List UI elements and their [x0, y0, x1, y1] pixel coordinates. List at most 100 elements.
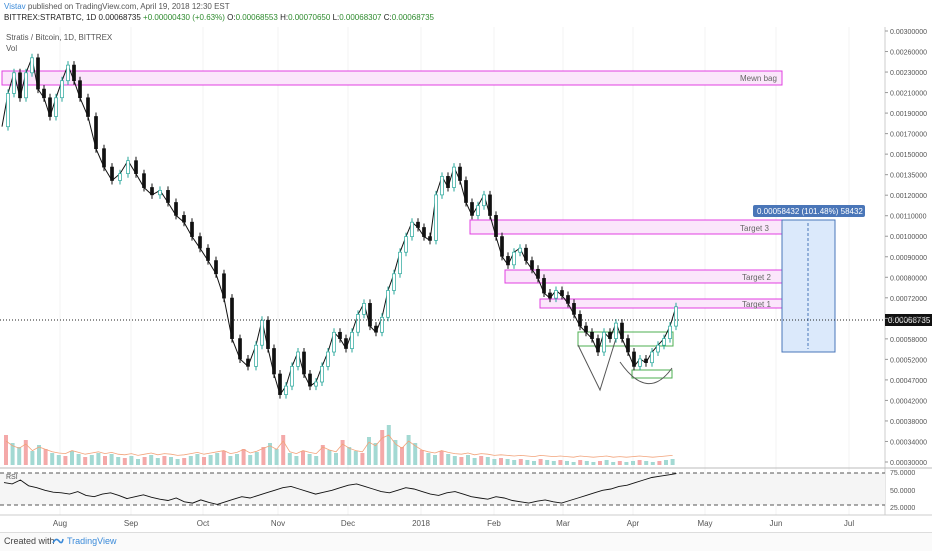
measure-tool[interactable]: 0.00058432 (101.48%) 58432 [753, 205, 865, 353]
author-link[interactable]: Vistav [4, 2, 26, 11]
candle-body [126, 160, 130, 174]
time-tick-label: Apr [627, 519, 640, 528]
mewn-bag-zone[interactable]: Mewn bag [1, 70, 783, 86]
ticker-line: BITTREX:STRATBTC, 1D 0.00068735 [4, 13, 141, 22]
candle-body [284, 385, 288, 395]
target-1-zone[interactable]: Target 1 [539, 298, 783, 309]
volume-bar [281, 435, 286, 465]
time-tick-label: Nov [271, 519, 285, 528]
volume-bar [274, 449, 279, 465]
created-with-text: Created with [4, 536, 55, 546]
volume-bar [109, 454, 114, 465]
candle-body [190, 221, 194, 237]
volume-bar [248, 455, 253, 465]
volume-bar [208, 455, 213, 465]
candle-body [584, 325, 588, 333]
candle-body [590, 331, 594, 339]
volume-bar [664, 460, 668, 465]
candle-body [110, 166, 114, 181]
candle-body [72, 64, 76, 82]
chart-header: Vistav published on TradingView.com, Apr… [0, 0, 932, 27]
volume-bar [650, 462, 655, 465]
volume-bar [452, 456, 457, 465]
candle-body [214, 260, 218, 275]
candle-body [656, 344, 660, 353]
volume-bar [136, 459, 140, 465]
volume-bar [419, 450, 424, 465]
candle-body [118, 173, 122, 181]
candle-body [602, 331, 606, 353]
volume-bar [10, 443, 15, 465]
candle-body [142, 173, 146, 188]
candle-body [548, 292, 552, 299]
candle-body [266, 319, 270, 349]
volume-bar [598, 461, 602, 465]
change-value: +0.00000430 (+0.63%) [143, 13, 225, 22]
volume-bar [202, 457, 206, 465]
volume-bar [551, 461, 556, 465]
volume-bar [670, 459, 675, 465]
candle-body [608, 331, 612, 339]
time-tick-label: Aug [53, 519, 67, 528]
volume-bar [89, 455, 94, 465]
time-tick-label: May [697, 519, 712, 528]
candle-body [536, 268, 540, 279]
price-tick-label: 0.00080000 [890, 275, 927, 282]
volume-bar [413, 443, 418, 465]
volume-bar [611, 462, 616, 465]
pattern-cup-curve[interactable] [619, 361, 673, 385]
volume-bar [631, 461, 635, 465]
volume-bar [43, 449, 48, 465]
volume-bar [268, 443, 272, 465]
volume-bars [4, 425, 675, 465]
published-text: published on TradingView.com, April 19, … [27, 2, 230, 11]
price-tick-label: 0.00034000 [890, 439, 927, 446]
publish-line: Vistav published on TradingView.com, Apr… [4, 2, 230, 11]
candle-body [440, 176, 444, 196]
measure-label: 0.00058432 (101.48%) 58432 [757, 207, 863, 216]
volume-bar [63, 456, 68, 465]
candle-body [506, 256, 510, 266]
volume-bar [604, 460, 609, 465]
candle-body [530, 260, 534, 270]
target-1-label: Target 1 [742, 300, 771, 309]
time-tick-label: Mar [556, 519, 570, 528]
volume-bar [254, 452, 259, 465]
price-tick-label: 0.00042000 [890, 398, 927, 405]
volume-bar [241, 449, 246, 465]
volume-ma-line [5, 434, 673, 458]
candle-body [644, 358, 648, 363]
candle-body [134, 160, 138, 174]
rsi-legend: RSI [6, 474, 18, 481]
volume-bar [584, 461, 589, 465]
volume-bar [459, 457, 464, 465]
time-tick-label: Dec [341, 519, 355, 528]
price-tick-label: 0.00170000 [890, 132, 927, 139]
price-chart[interactable]: Stratis / Bitcoin, 1D, BITTREX Vol Mewn … [0, 27, 932, 532]
candle-body [18, 72, 22, 99]
candle-body [428, 236, 432, 241]
volume-bar [532, 461, 536, 465]
volume-bar [235, 454, 239, 465]
support-zone[interactable] [631, 369, 673, 379]
candle-body [650, 351, 654, 364]
target-2-zone[interactable]: Target 2 [504, 269, 783, 284]
ohlc-high-value: 0.00070650 [288, 13, 331, 22]
candle-body [380, 316, 384, 333]
target-3-zone[interactable]: Target 3 [469, 219, 783, 235]
candle-body [518, 247, 522, 253]
candle-body [482, 194, 486, 207]
volume-bar [17, 447, 22, 465]
candle-body [30, 57, 34, 74]
candle-body [296, 351, 300, 367]
rsi-tick-50: 50.0000 [890, 488, 915, 495]
candle-body [272, 348, 276, 375]
measure-label-box [753, 205, 865, 217]
volume-bar [644, 461, 649, 465]
tradingview-brand-link[interactable]: TradingView [67, 536, 117, 546]
ohlc-high-label: H: [280, 13, 289, 22]
price-tick-label: 0.00300000 [890, 29, 927, 36]
price-tick-label: 0.00230000 [890, 70, 927, 77]
rsi-band [0, 473, 885, 505]
pattern-left-shoulder[interactable] [577, 331, 619, 392]
